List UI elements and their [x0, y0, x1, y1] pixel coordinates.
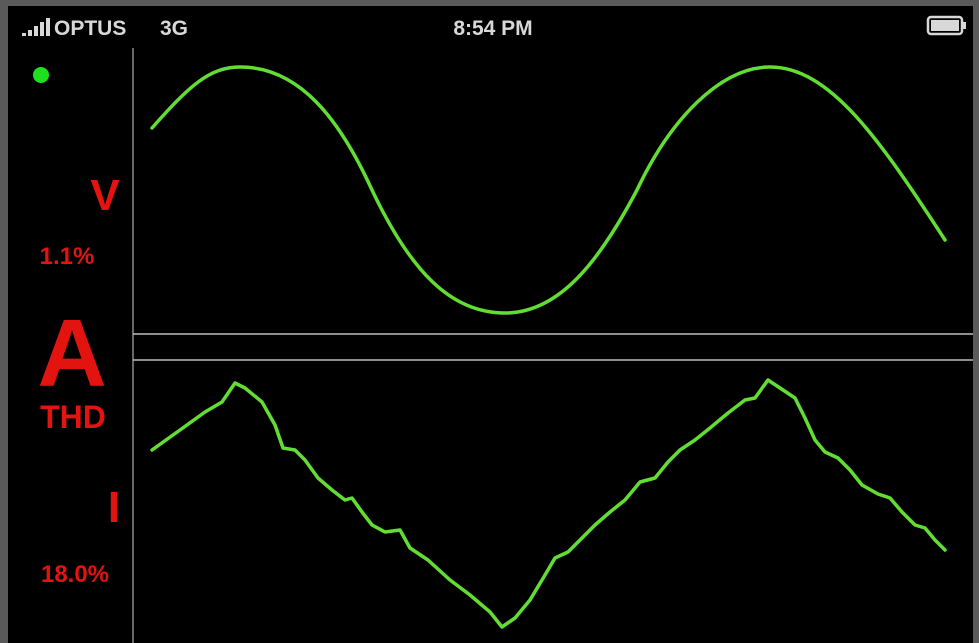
voltage-label: V: [90, 171, 120, 220]
status-dot: [33, 67, 49, 83]
signal-bar: [34, 26, 38, 36]
carrier: OPTUS: [54, 17, 126, 40]
thd-label: THD: [40, 399, 106, 435]
mode: A: [37, 300, 106, 407]
signal-bar: [40, 22, 44, 36]
battery-tip: [962, 22, 966, 29]
battery-level: [931, 20, 959, 31]
screen: OPTUS 3G 8:54 PM V 1.1% A THD I 18.0%: [0, 0, 979, 643]
signal-bar: [28, 30, 32, 36]
signal-bar: [22, 33, 26, 36]
display: [8, 6, 973, 643]
current-label: I: [108, 483, 120, 532]
voltage-thd: 1.1%: [40, 243, 95, 270]
clock: 8:54 PM: [453, 17, 532, 40]
current-thd: 18.0%: [41, 561, 109, 588]
network: 3G: [160, 17, 188, 40]
signal-bar: [46, 18, 50, 36]
